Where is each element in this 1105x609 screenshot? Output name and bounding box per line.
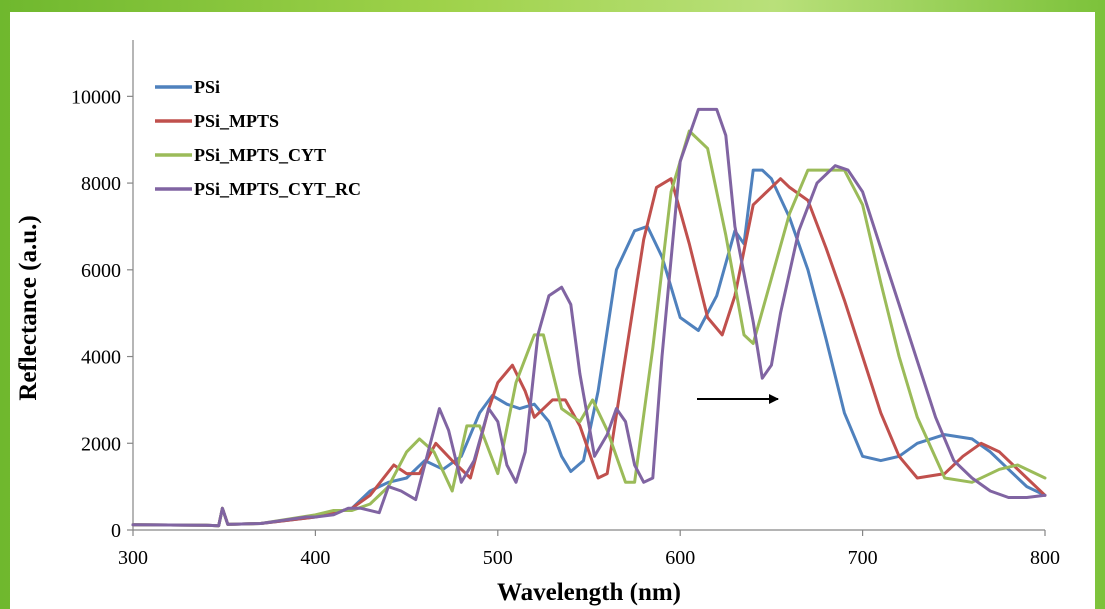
x-tick-label: 300	[118, 547, 148, 569]
x-tick-label: 400	[300, 547, 330, 569]
x-tick-label: 800	[1030, 547, 1060, 569]
chart-panel: 0 2000 4000 6000 8000 10000 300 400 500 600 700 800…	[10, 12, 1095, 609]
reflectance-chart: 0 2000 4000 6000 8000 10000 300 400 500 600 700 800…	[15, 40, 1060, 606]
legend-label-psi-mpts: PSi_MPTS	[194, 111, 279, 131]
x-tick-label: 700	[848, 547, 878, 569]
y-tick-label: 4000	[81, 347, 121, 369]
series-line-psi	[131, 168, 1047, 528]
legend-label-psi-mpts-cyt: PSi_MPTS_CYT	[194, 145, 326, 165]
series-line-psi-mpts-cyt	[131, 129, 1047, 528]
y-axis-title: Reflectance (a.u.)	[15, 215, 42, 400]
x-axis-title: Wavelength (nm)	[497, 579, 681, 606]
y-tick-label: 2000	[81, 433, 121, 455]
x-tick-label: 600	[665, 547, 695, 569]
y-tick-label: 0	[111, 520, 121, 542]
x-tick-label: 500	[483, 547, 513, 569]
legend: PSi PSi_MPTS PSi_MPTS_CYT PSi_MPTS_CYT_RC	[155, 77, 361, 199]
y-tick-label: 8000	[81, 173, 121, 195]
series-lines	[131, 107, 1047, 528]
series-line-psi-mpts-cyt-rc	[131, 107, 1047, 528]
tick-labels: 0 2000 4000 6000 8000 10000 300 400 500 600 700 800	[71, 86, 1060, 569]
y-tick-label: 6000	[81, 260, 121, 282]
legend-label-psi-mpts-cyt-rc: PSi_MPTS_CYT_RC	[194, 179, 361, 199]
axes	[127, 40, 1046, 536]
series-line-psi-mpts	[131, 177, 1047, 528]
legend-label-psi: PSi	[194, 77, 220, 97]
y-tick-label: 10000	[71, 86, 121, 108]
